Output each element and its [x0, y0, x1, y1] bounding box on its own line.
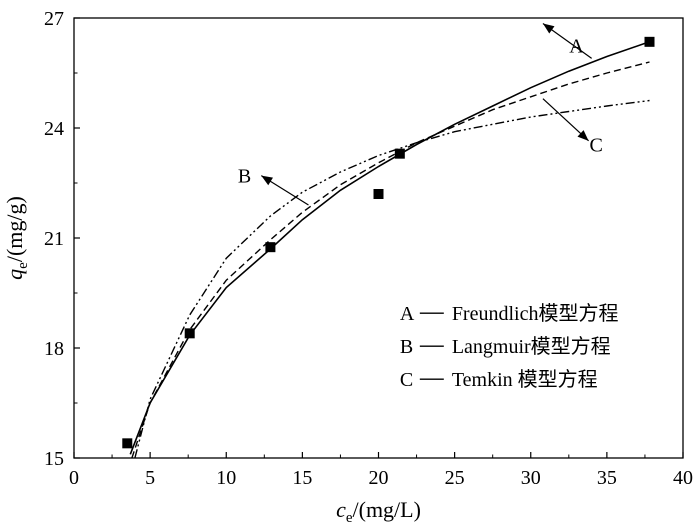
legend-letter: A: [400, 303, 415, 325]
x-tick-label: 5: [145, 467, 155, 489]
y-tick-label: 15: [44, 448, 64, 470]
x-tick-label: 0: [69, 467, 79, 489]
x-tick-label: 40: [673, 467, 693, 489]
y-tick-label: 24: [44, 118, 64, 140]
curve-label-b: B: [238, 166, 251, 188]
x-axis-symbol: c: [336, 497, 346, 522]
y-tick-label: 18: [44, 338, 64, 360]
x-tick-label: 35: [597, 467, 617, 489]
annotation-arrow-head: [261, 175, 273, 186]
data-point: [644, 36, 655, 47]
x-tick-label: 30: [521, 467, 541, 489]
x-axis-subscript: e: [346, 510, 353, 526]
x-axis-ticks: 0 5 10 15 20 25 30 35 40: [69, 452, 693, 489]
curve-label-a: A: [569, 36, 584, 58]
legend-entry-text: Freundlich模型方程: [452, 302, 619, 325]
curve-label-c: C: [590, 135, 603, 157]
y-axis-label: qe/(mg/g): [2, 196, 31, 280]
x-tick-label: 25: [445, 467, 465, 489]
legend-letter: C: [400, 369, 413, 391]
data-points: [122, 36, 655, 449]
axes: 0 5 10 15 20 25 30 35 40 15 18 21 24 27: [44, 8, 693, 489]
y-tick-label: 27: [44, 8, 64, 30]
data-point: [265, 242, 276, 253]
curve-a: [129, 41, 650, 455]
curve-annotations: A B C: [238, 23, 603, 206]
legend-letter: B: [400, 336, 413, 358]
legend-entry-text: Langmuir模型方程: [452, 335, 611, 358]
y-axis-unit: /(mg/g): [2, 196, 27, 262]
data-point: [122, 438, 133, 449]
x-tick-label: 20: [369, 467, 389, 489]
x-tick-label: 15: [292, 467, 312, 489]
legend: A Freundlich模型方程 B Langmuir模型方程 C Temkin 模型方程: [400, 302, 619, 391]
curve-b: [131, 61, 650, 459]
x-axis-unit: /(mg/L): [353, 497, 421, 522]
fit-curves: [129, 41, 650, 459]
data-point: [394, 148, 405, 159]
y-axis-ticks: 15 18 21 24 27: [44, 8, 80, 470]
y-axis-subscript: e: [15, 262, 31, 269]
curve-c: [134, 99, 650, 459]
x-tick-label: 10: [216, 467, 236, 489]
y-axis-symbol: q: [2, 269, 27, 280]
annotation-arrow-head: [577, 130, 589, 141]
legend-entry-text: Temkin 模型方程: [452, 368, 598, 391]
data-point: [184, 328, 195, 339]
y-tick-label: 21: [44, 228, 64, 250]
data-point: [373, 189, 384, 199]
plot-frame: [73, 17, 684, 459]
annotation-arrow-head: [542, 23, 555, 34]
x-axis-label: ce/(mg/L): [336, 497, 421, 526]
